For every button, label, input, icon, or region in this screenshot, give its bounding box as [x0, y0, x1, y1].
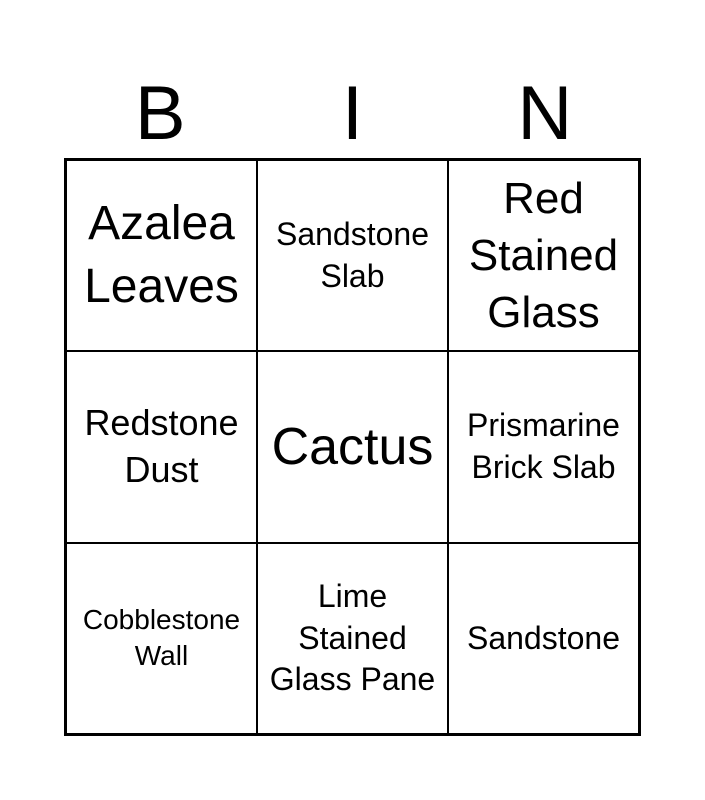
bingo-cell[interactable]: Redstone Dust	[66, 351, 257, 543]
header-letter-n: N	[517, 71, 573, 156]
cell-label: Sandstone	[466, 620, 620, 657]
header-letter-i: I	[341, 71, 364, 156]
cell-label: Cactus	[271, 417, 434, 476]
bingo-cell[interactable]: Red Stained Glass	[448, 160, 639, 352]
cell-label: Sandstone Slab	[275, 216, 429, 294]
bingo-cell[interactable]: Cactus	[257, 351, 448, 543]
bingo-cell[interactable]: Cobblestone Wall	[66, 542, 257, 734]
bingo-cell[interactable]: Lime Stained Glass Pane	[257, 542, 448, 734]
bingo-cell[interactable]: Azalea Leaves	[66, 160, 257, 352]
cell-label: Redstone Dust	[84, 402, 239, 490]
bingo-cell[interactable]: Sandstone Slab	[257, 160, 448, 352]
bingo-grid: Azalea Leaves Sandstone Slab Red Stained…	[64, 158, 641, 736]
cell-label: Prismarine Brick Slab	[467, 407, 620, 485]
cell-label: Red Stained Glass	[468, 173, 619, 338]
header-letter-b: B	[134, 71, 186, 156]
cell-label: Cobblestone Wall	[82, 603, 241, 672]
cell-label: Lime Stained Glass Pane	[269, 577, 436, 698]
cell-label: Azalea Leaves	[84, 197, 239, 313]
bingo-cell[interactable]: Prismarine Brick Slab	[448, 351, 639, 543]
bingo-header: B I N	[64, 70, 641, 158]
bingo-cell[interactable]: Sandstone	[448, 542, 639, 734]
